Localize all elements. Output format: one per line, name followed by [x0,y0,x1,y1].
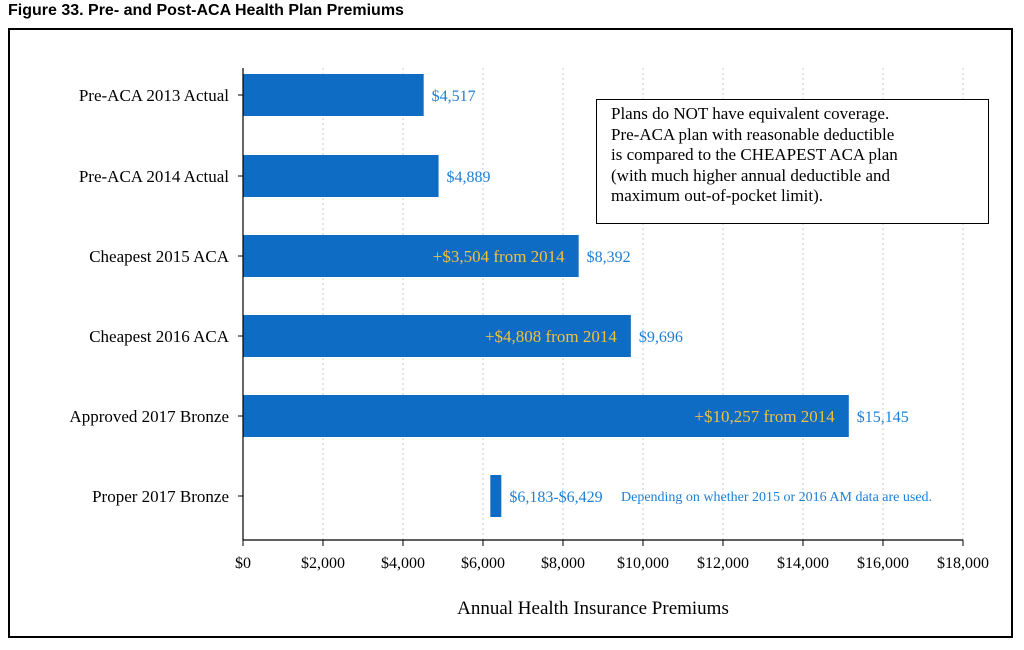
bar [243,155,439,197]
bar [243,315,631,357]
value-label: $4,889 [447,169,491,186]
x-tick-label: $14,000 [777,555,829,572]
category-label: Proper 2017 Bronze [92,487,229,506]
note-line: is compared to the CHEAPEST ACA plan [611,145,898,164]
note-line: maximum out-of-pocket limit). [611,186,823,205]
x-tick-label: $10,000 [617,555,669,572]
bar [243,74,424,116]
x-tick-label: $8,000 [541,555,585,572]
note-line: Plans do NOT have equivalent coverage. [611,104,890,123]
bar [243,235,579,277]
change-label: +$3,504 from 2014 [433,247,565,266]
value-label: $4,517 [432,88,476,105]
category-label: Cheapest 2015 ACA [89,247,229,266]
value-label: $8,392 [587,249,631,266]
category-label: Pre-ACA 2013 Actual [79,86,229,105]
bar [490,475,502,517]
x-tick-label: $6,000 [461,555,505,572]
category-label: Pre-ACA 2014 Actual [79,167,229,186]
bar-chart: $0 $2,000 $4,000 $6,000 $8,000 $10,000 $12,000… [69,68,989,619]
bar [243,395,849,437]
x-axis-label: Annual Health Insurance Premiums [457,598,729,619]
data-note-annotation: Depending on whether 2015 or 2016 AM dat… [621,490,932,505]
x-tick-label: $16,000 [857,555,909,572]
x-tick-label: $12,000 [697,555,749,572]
x-tick-label: $2,000 [301,555,345,572]
figure-title: Figure 33. Pre- and Post-ACA Health Plan… [8,2,404,19]
category-label: Cheapest 2016 ACA [89,327,229,346]
x-tick-label: $4,000 [381,555,425,572]
chart-frame: $0 $2,000 $4,000 $6,000 $8,000 $10,000 $12,000… [8,28,1013,638]
x-tick-label: $0 [235,555,251,572]
value-label: $9,696 [639,329,683,346]
change-label: +$4,808 from 2014 [485,327,617,346]
value-label: $15,145 [857,409,909,426]
category-label: Approved 2017 Bronze [69,407,229,426]
value-label: $6,183-$6,429 [509,489,602,506]
note-line: Pre-ACA plan with reasonable deductible [611,124,895,144]
note-line: (with much higher annual deductible and [611,165,890,185]
coverage-note: Plans do NOT have equivalent coverage. P… [596,99,989,224]
x-tick-label: $18,000 [937,555,989,572]
change-label: +$10,257 from 2014 [694,407,835,426]
